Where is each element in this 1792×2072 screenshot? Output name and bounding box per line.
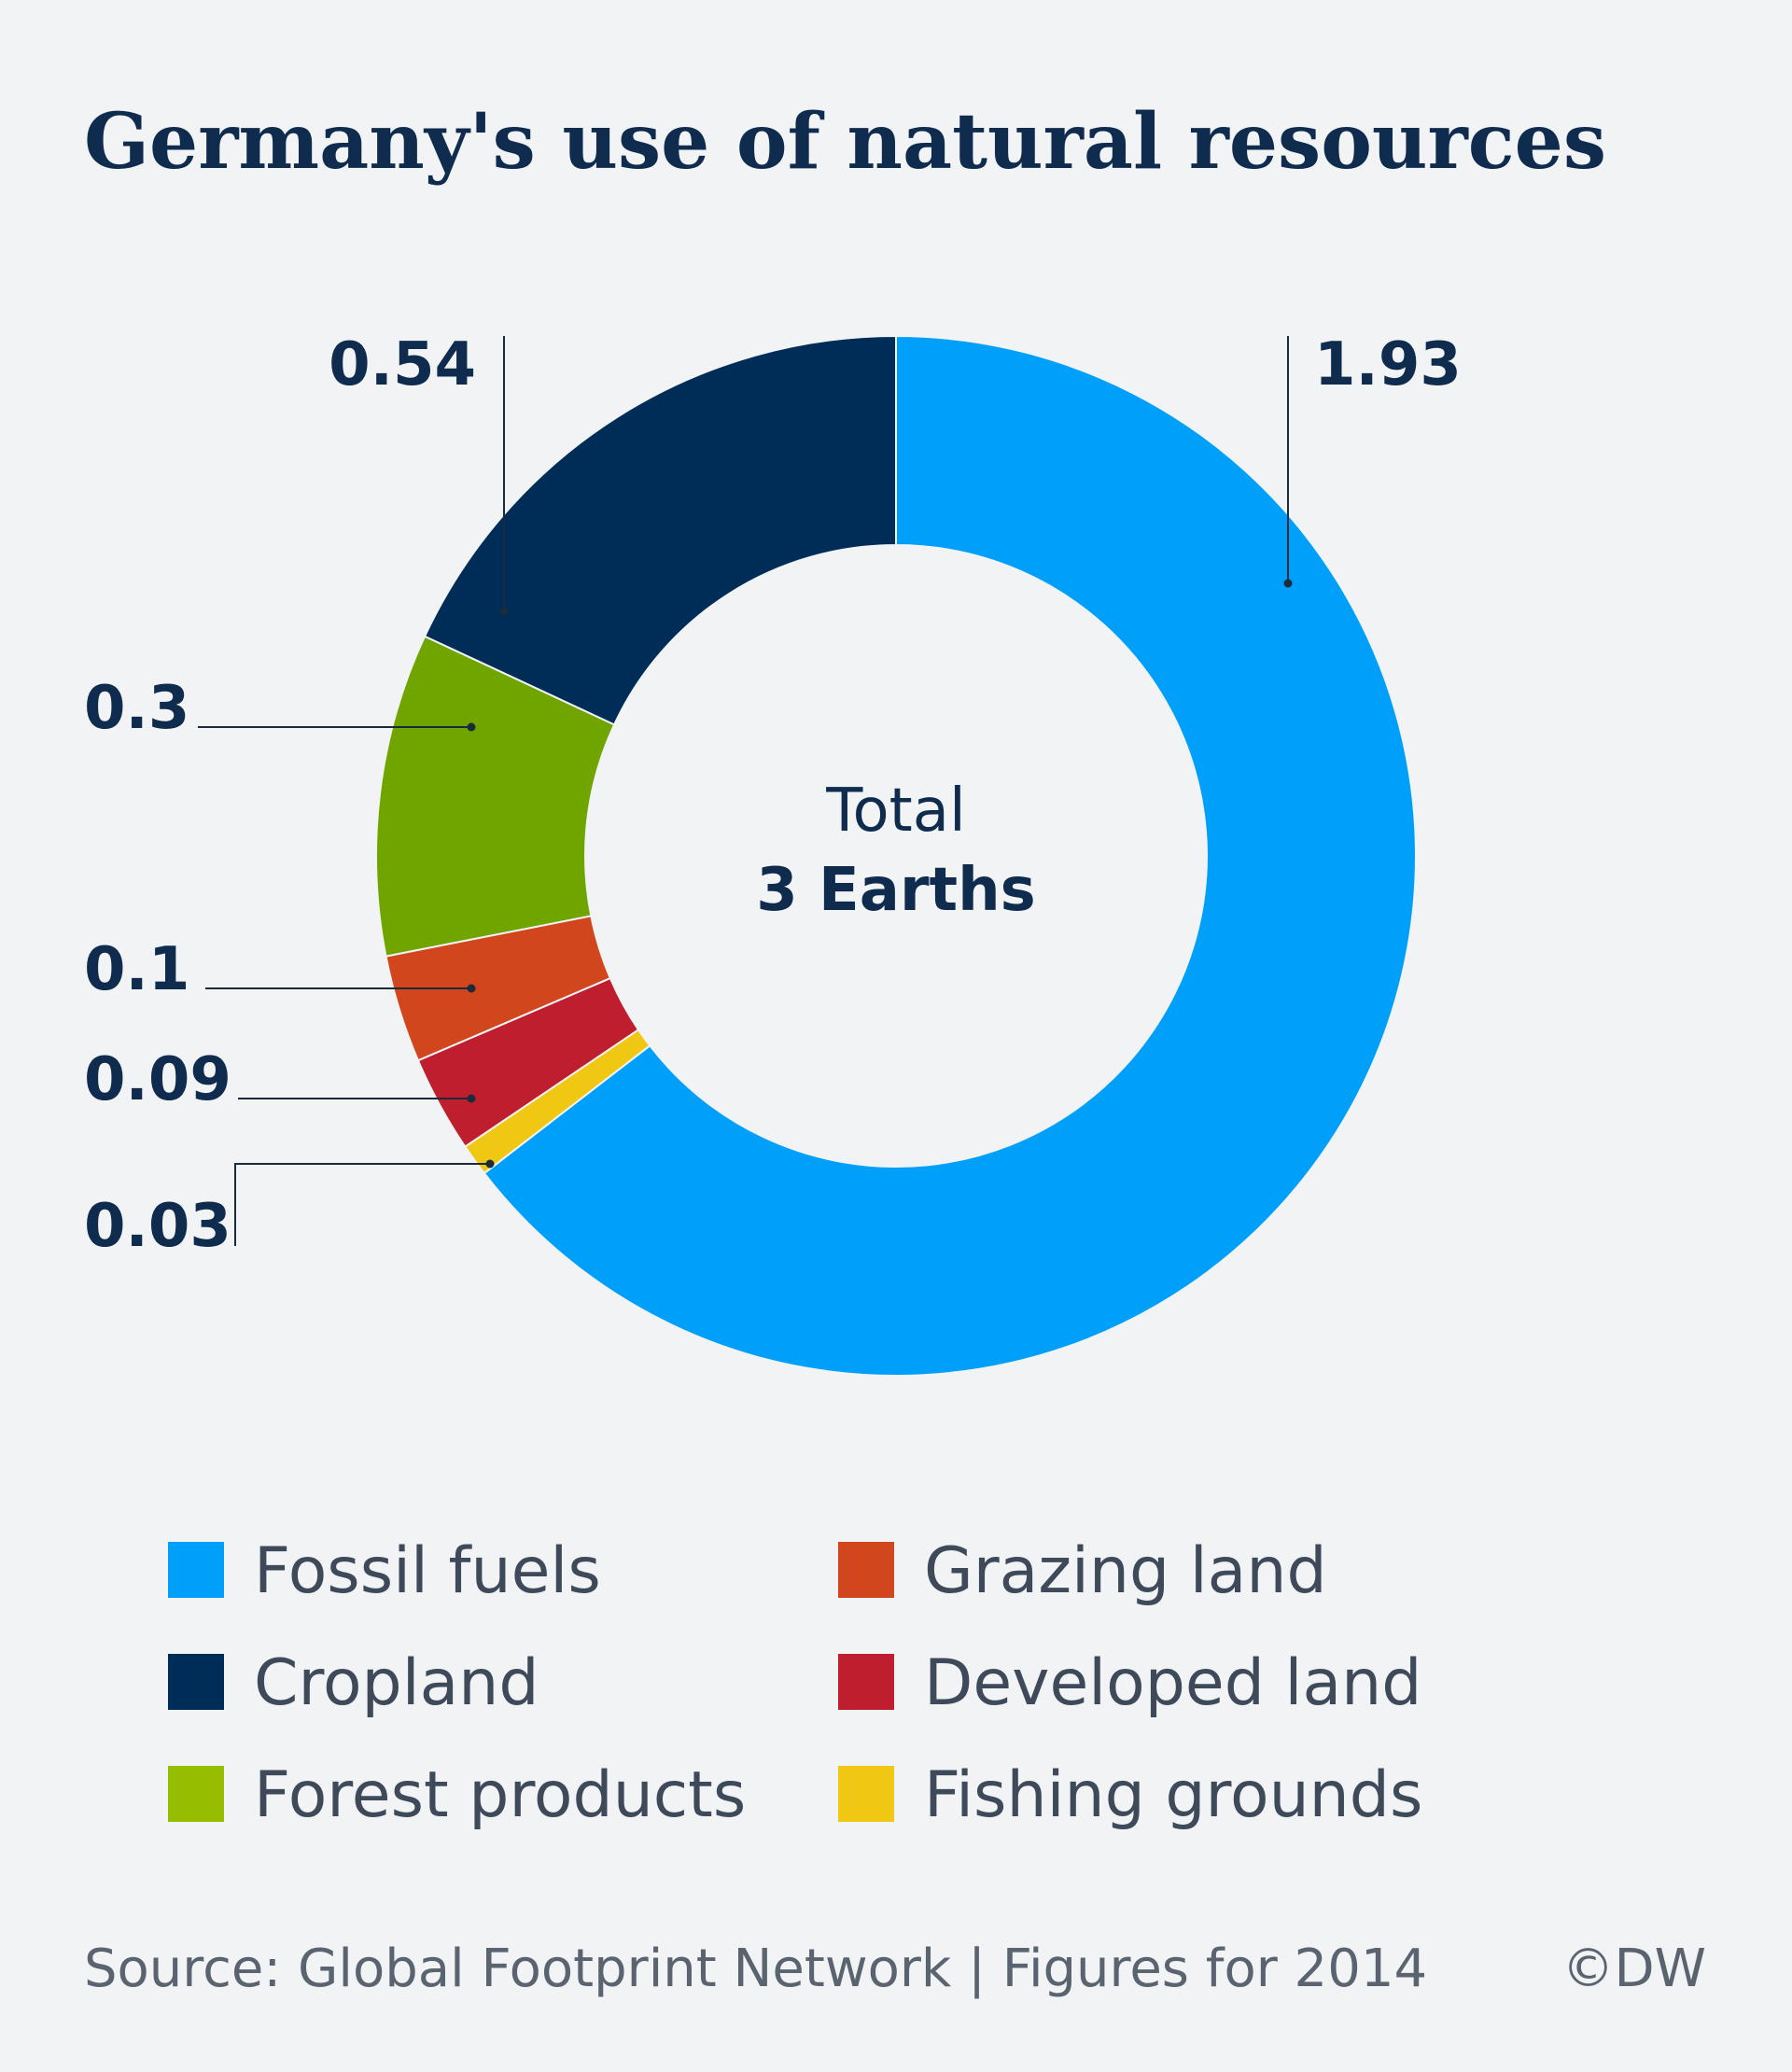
value-label-fossil-fuels: 1.93 bbox=[1314, 330, 1462, 399]
value-label-developed-land: 0.09 bbox=[84, 1045, 231, 1114]
legend-label-fishing-grounds: Fishing grounds bbox=[924, 1758, 1422, 1832]
legend-swatch-forest-products bbox=[168, 1766, 224, 1822]
donut-slices bbox=[375, 334, 1417, 1377]
legend-swatch-cropland bbox=[168, 1654, 224, 1710]
center-label: Total bbox=[825, 777, 965, 846]
legend-item-forest-products: Forest products bbox=[168, 1758, 746, 1832]
legend-swatch-fossil-fuels bbox=[168, 1542, 224, 1598]
value-label-grazing-land: 0.1 bbox=[84, 935, 189, 1004]
slice-cropland bbox=[423, 334, 897, 726]
legend-label-forest-products: Forest products bbox=[254, 1758, 746, 1832]
legend-item-developed-land: Developed land bbox=[838, 1646, 1421, 1720]
slice-fossil-fuels bbox=[483, 334, 1417, 1377]
legend-label-developed-land: Developed land bbox=[924, 1646, 1421, 1720]
leader-dot-fossil-fuels bbox=[1283, 579, 1293, 588]
dw-credit: ©DW bbox=[1562, 1939, 1707, 1999]
legend: Fossil fuels Grazing land Cropland Develope… bbox=[168, 1534, 1422, 1832]
legend-item-fossil-fuels: Fossil fuels bbox=[168, 1534, 601, 1608]
center-value: 3 Earths bbox=[756, 856, 1036, 925]
legend-item-fishing-grounds: Fishing grounds bbox=[838, 1758, 1422, 1832]
legend-swatch-grazing-land bbox=[838, 1542, 894, 1598]
legend-item-cropland: Cropland bbox=[168, 1646, 539, 1720]
leader-dot-cropland bbox=[499, 607, 509, 616]
chart-title: Germany's use of natural resources bbox=[84, 97, 1606, 187]
leader-lines bbox=[198, 336, 1293, 1246]
leader-dot-developed-land bbox=[467, 1094, 476, 1103]
value-label-fishing-grounds: 0.03 bbox=[84, 1192, 231, 1261]
legend-swatch-fishing-grounds bbox=[838, 1766, 894, 1822]
leader-fishing-grounds bbox=[234, 1163, 490, 1246]
value-label-forest-products: 0.3 bbox=[84, 674, 189, 743]
legend-label-fossil-fuels: Fossil fuels bbox=[254, 1534, 601, 1608]
legend-label-grazing-land: Grazing land bbox=[924, 1534, 1327, 1608]
leader-dot-fishing-grounds bbox=[485, 1159, 495, 1169]
source-note: Source: Global Footprint Network | Figur… bbox=[84, 1939, 1427, 1999]
value-labels: 1.93 0.03 0.09 0.1 0.3 0.54 bbox=[84, 330, 1462, 1261]
legend-label-cropland: Cropland bbox=[254, 1646, 539, 1720]
legend-item-grazing-land: Grazing land bbox=[838, 1534, 1327, 1608]
value-label-cropland: 0.54 bbox=[329, 330, 476, 399]
legend-swatch-developed-land bbox=[838, 1654, 894, 1710]
leader-dot-forest-products bbox=[467, 722, 476, 732]
leader-dot-grazing-land bbox=[467, 984, 476, 993]
